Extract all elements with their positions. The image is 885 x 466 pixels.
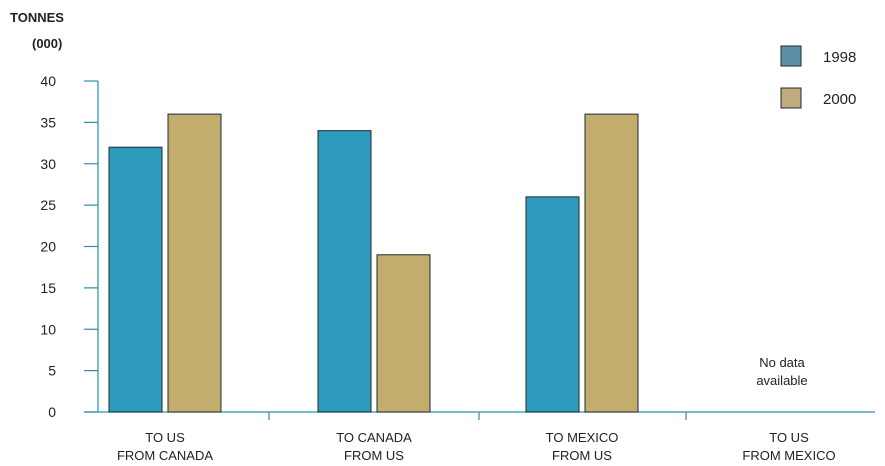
- category-label: TO US: [769, 430, 809, 445]
- bar-2000-0: [167, 113, 222, 413]
- legend-label-2000: 2000: [823, 91, 856, 108]
- category-label: TO CANADA: [336, 430, 412, 445]
- legend-swatch-2000: [780, 87, 802, 109]
- y-tick-label: 15: [40, 280, 56, 296]
- legend-swatch-1998: [780, 45, 802, 67]
- bar-2000-2: [584, 113, 639, 413]
- annotation-line: No data: [759, 355, 805, 370]
- x-axis: [84, 411, 875, 420]
- y-tick-label: 20: [40, 239, 56, 255]
- bar-2000-1: [376, 254, 431, 413]
- category-labels: TO US FROM CANADA TO CANADA FROM US TO MEXIC…: [117, 430, 836, 463]
- category-label: FROM MEXICO: [742, 448, 835, 463]
- y-tick-label: 30: [40, 156, 56, 172]
- y-tick-label: 5: [48, 363, 56, 379]
- category-label: FROM US: [344, 448, 404, 463]
- y-axis-label-line: (000): [32, 36, 62, 51]
- category-label: FROM US: [552, 448, 612, 463]
- legend: 1998 2000: [780, 45, 856, 109]
- legend-label-1998: 1998: [823, 49, 856, 66]
- y-tick-label: 25: [40, 197, 56, 213]
- bars: [108, 113, 639, 413]
- y-tick-label: 10: [40, 321, 56, 337]
- bar-1998-0: [108, 146, 163, 413]
- annotation-line: available: [756, 373, 807, 388]
- y-axis: 0 5 10 15 20 25 30 35 40: [40, 73, 99, 420]
- y-tick-label: 40: [40, 73, 56, 89]
- no-data-annotation: No data available: [756, 355, 807, 388]
- category-label: TO MEXICO: [546, 430, 619, 445]
- category-label: FROM CANADA: [117, 448, 213, 463]
- y-axis-label: TONNES (000): [10, 10, 64, 51]
- category-label: TO US: [145, 430, 185, 445]
- y-tick-label: 35: [40, 114, 56, 130]
- bar-1998-1: [317, 130, 372, 413]
- y-tick-label: 0: [48, 404, 56, 420]
- bar-1998-2: [525, 196, 580, 413]
- y-axis-label-line: TONNES: [10, 10, 64, 25]
